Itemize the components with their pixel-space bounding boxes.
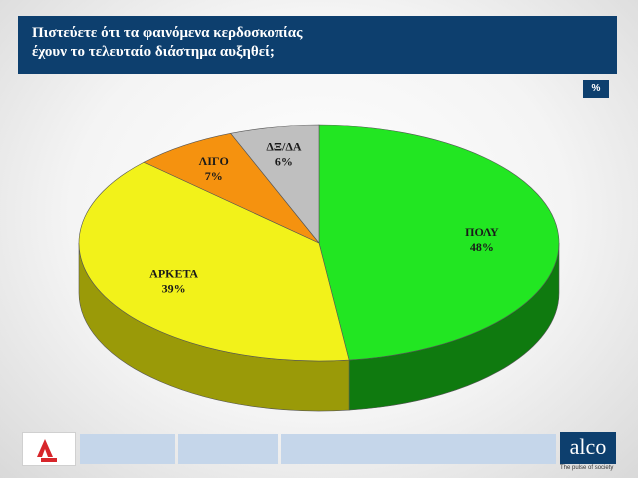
footer: alco The pulse of society <box>0 430 638 478</box>
pie-slice-2 <box>78 161 350 362</box>
chart-title-line-2: έχουν το τελευταίο διάστημα αυξηθεί; <box>32 44 275 60</box>
slice-category-label: ΠΟΛΥ <box>465 225 499 239</box>
pie-slice-1 <box>318 124 560 361</box>
alco-tagline: The pulse of society <box>560 465 614 471</box>
pie-slice-3 <box>143 132 320 244</box>
title-bar: Πιστεύετε ότι τα φαινόμενα κερδοσκοπίας … <box>18 16 617 74</box>
footer-bar-1 <box>80 434 175 464</box>
slice-value-label: 6% <box>275 155 293 169</box>
alco-logo: alco <box>560 432 616 464</box>
slice-value-label: 48% <box>470 240 494 254</box>
channel-logo-icon <box>22 432 76 466</box>
pie-slice-4 <box>230 124 320 244</box>
slice-category-label: ΔΞ/ΔΑ <box>266 140 302 154</box>
unit-badge: % <box>583 80 609 98</box>
slice-category-label: ΑΡΚΕΤΑ <box>149 266 198 280</box>
slice-category-label: ΛΙΓΟ <box>199 154 229 168</box>
footer-bar-2 <box>178 434 278 464</box>
chart-title-line-1: Πιστεύετε ότι τα φαινόμενα κερδοσκοπίας <box>32 25 303 41</box>
footer-bar-3 <box>281 434 556 464</box>
slice-value-label: 7% <box>205 169 223 183</box>
slice-value-label: 39% <box>162 281 186 295</box>
